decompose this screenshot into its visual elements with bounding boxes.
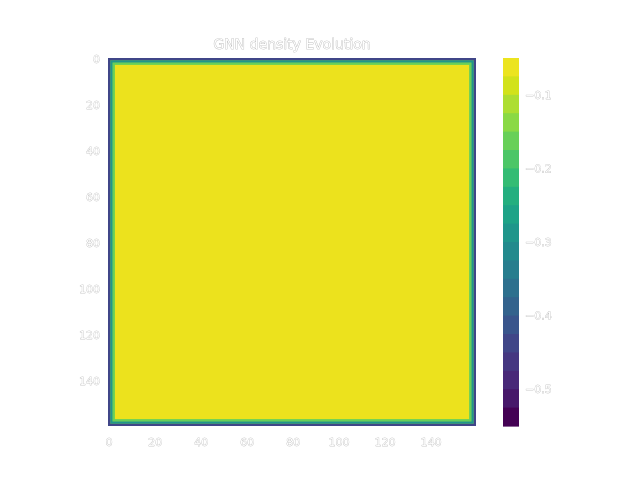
colorbar-segment bbox=[503, 315, 519, 335]
colorbar-segment bbox=[503, 334, 519, 353]
heatmap-interior bbox=[108, 58, 476, 426]
y-tick-label: 60 bbox=[86, 191, 100, 204]
y-tick-label: 140 bbox=[79, 375, 100, 388]
colorbar-segment bbox=[503, 76, 519, 96]
colorbar-segment bbox=[503, 150, 519, 169]
colorbar bbox=[503, 58, 519, 427]
colorbar-segment bbox=[503, 297, 519, 317]
colorbar-segment bbox=[503, 278, 519, 298]
y-tick-label: 40 bbox=[86, 145, 100, 158]
x-tick-label: 20 bbox=[148, 436, 162, 449]
x-tick-label: 140 bbox=[421, 436, 442, 449]
colorbar-segment bbox=[503, 168, 519, 188]
y-tick-label: 100 bbox=[79, 283, 100, 296]
colorbar-segment bbox=[503, 58, 519, 77]
colorbar-segment bbox=[503, 223, 519, 243]
colorbar-segment bbox=[503, 113, 519, 133]
y-tick-label: 20 bbox=[86, 99, 100, 112]
colorbar-segment bbox=[503, 407, 519, 427]
colorbar-segment bbox=[503, 389, 519, 409]
colorbar-segment bbox=[503, 260, 519, 280]
x-tick-label: 120 bbox=[375, 436, 396, 449]
colorbar-tick-label: −0.5 bbox=[525, 383, 552, 396]
heatmap-edge-band bbox=[108, 58, 477, 427]
colorbar-segment bbox=[503, 370, 519, 390]
colorbar-segment bbox=[503, 242, 519, 261]
colorbar-tick-label: −0.4 bbox=[525, 310, 552, 323]
colorbar-segment bbox=[503, 352, 519, 372]
colorbar-segment bbox=[503, 131, 519, 151]
colorbar-tick-label: −0.2 bbox=[525, 162, 552, 175]
heatmap-plot bbox=[108, 58, 477, 427]
y-axis: 0 20 40 60 80 100 120 140 bbox=[79, 53, 108, 388]
y-tick-label: 0 bbox=[93, 53, 100, 66]
colorbar-segment bbox=[503, 186, 519, 206]
x-tick-label: 40 bbox=[194, 436, 208, 449]
colorbar-tick-label: −0.1 bbox=[525, 89, 552, 102]
colorbar-tick-label: −0.3 bbox=[525, 236, 552, 249]
colorbar-axis: −0.1 −0.2 −0.3 −0.4 −0.5 bbox=[519, 89, 552, 396]
heatmap-edge-band bbox=[110, 60, 474, 424]
colorbar-segment bbox=[503, 205, 519, 225]
y-tick-label: 80 bbox=[86, 237, 100, 250]
x-tick-label: 0 bbox=[106, 436, 113, 449]
x-tick-label: 60 bbox=[240, 436, 254, 449]
x-tick-label: 100 bbox=[329, 436, 350, 449]
chart-title: GNN density Evolution bbox=[213, 37, 370, 53]
heatmap-edge-band bbox=[112, 62, 472, 422]
y-tick-label: 120 bbox=[79, 329, 100, 342]
colorbar-segment bbox=[503, 94, 519, 114]
x-axis: 0 20 40 60 80 100 120 140 bbox=[105, 426, 442, 449]
x-tick-label: 80 bbox=[286, 436, 300, 449]
